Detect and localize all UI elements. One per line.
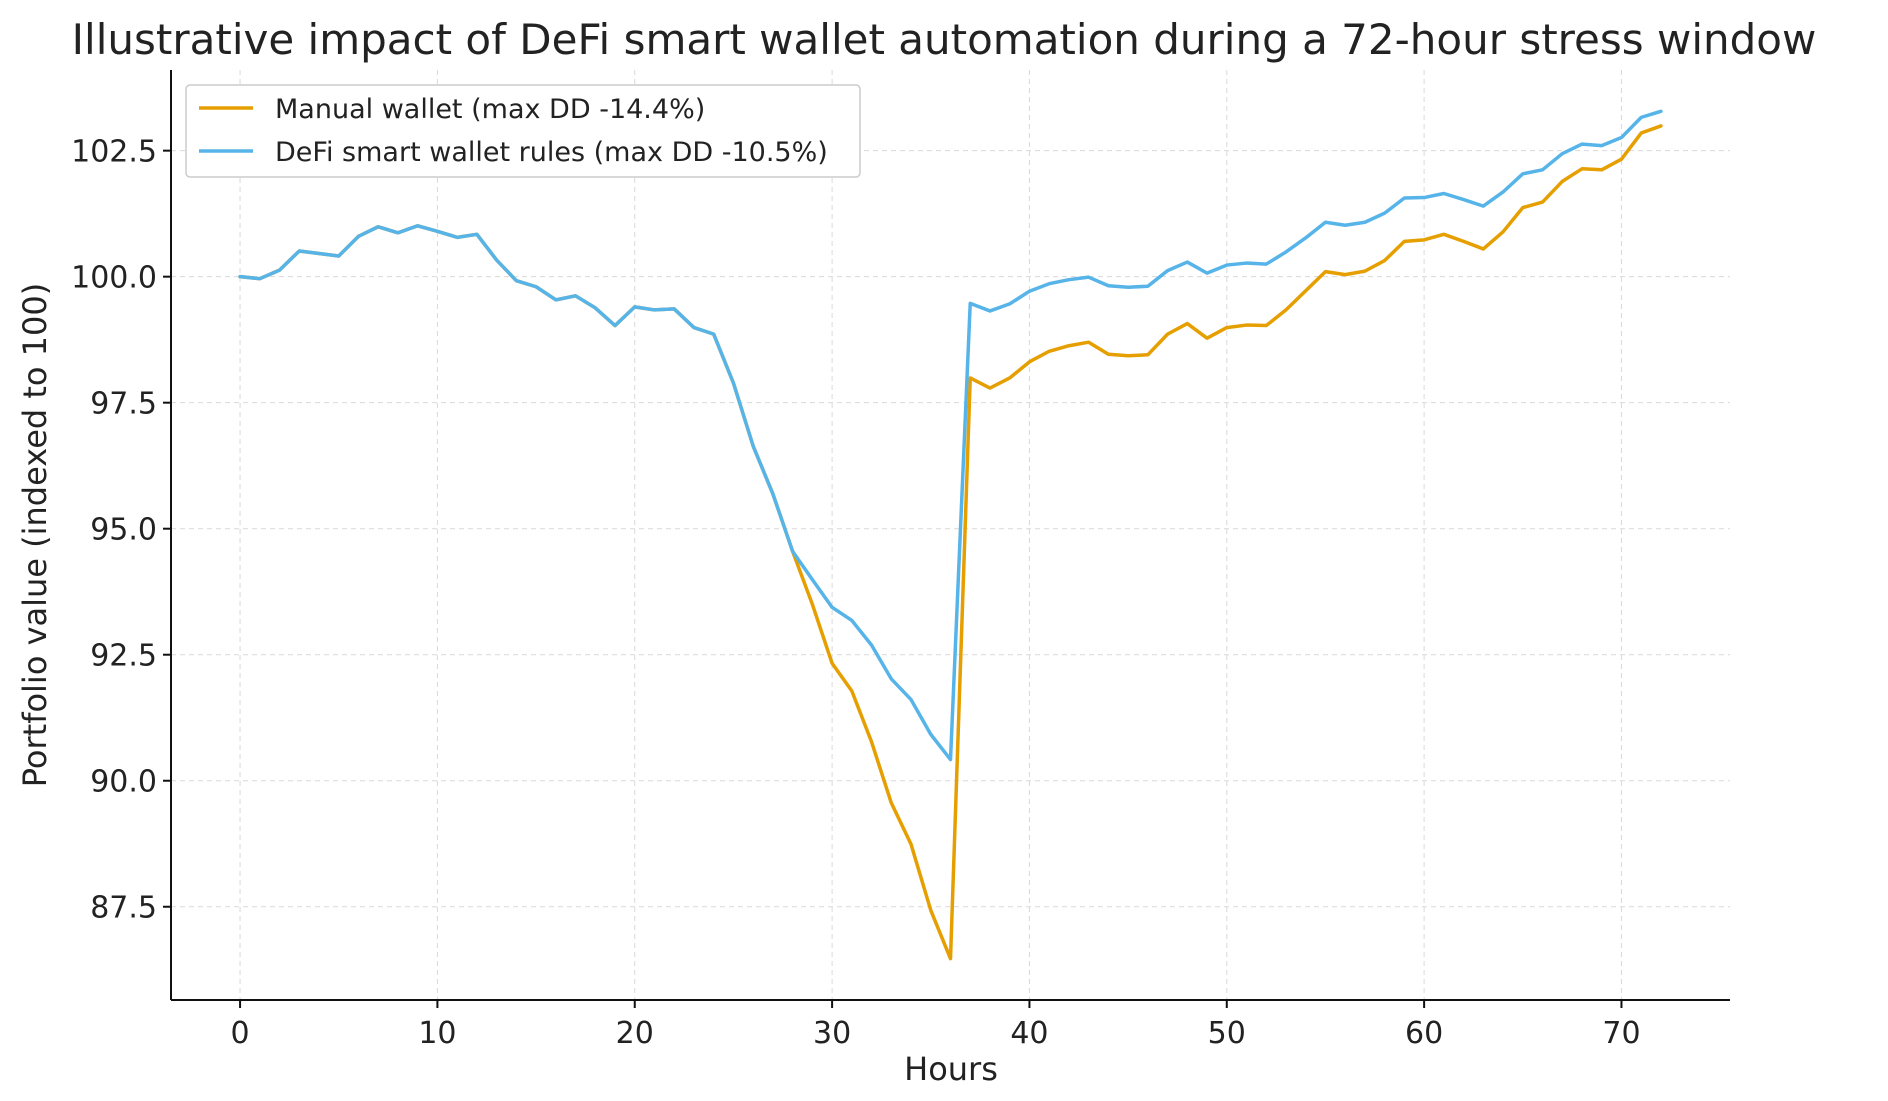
y-tick-label: 102.5 — [71, 135, 157, 170]
defi-smart-wallet-line — [238, 109, 1663, 762]
series-lines — [238, 109, 1663, 961]
y-tick-label: 92.5 — [90, 639, 157, 674]
x-tick-label: 60 — [1405, 1016, 1443, 1051]
x-axis-title: Hours — [904, 1050, 998, 1088]
axis-ticks: 0 10 20 30 40 50 60 70 87.5 90.0 92.5 95.0 97.5 100.0… — [71, 135, 1640, 1051]
x-tick-label: 20 — [616, 1016, 654, 1051]
manual-wallet-line — [238, 124, 1663, 961]
x-tick-label: 0 — [231, 1016, 250, 1051]
legend-label-defi: DeFi smart wallet rules (max DD -10.5%) — [275, 137, 828, 168]
chart-title: Illustrative impact of DeFi smart wallet… — [72, 15, 1817, 64]
x-tick-label: 30 — [813, 1016, 851, 1051]
legend-box — [185, 84, 861, 178]
legend: Manual wallet (max DD -14.4%) DeFi smart… — [185, 84, 861, 178]
grid-lines — [171, 70, 1730, 1000]
y-tick-label: 100.0 — [71, 261, 157, 296]
y-tick-label: 97.5 — [90, 387, 157, 422]
legend-label-manual: Manual wallet (max DD -14.4%) — [275, 94, 705, 125]
x-tick-label: 40 — [1010, 1016, 1048, 1051]
y-tick-label: 90.0 — [90, 765, 157, 800]
y-tick-label: 95.0 — [90, 513, 157, 548]
x-tick-label: 50 — [1208, 1016, 1246, 1051]
x-tick-label: 70 — [1602, 1016, 1640, 1051]
y-axis-title: Portfolio value (indexed to 100) — [16, 283, 54, 787]
axes — [170, 70, 1730, 1001]
x-tick-label: 10 — [418, 1016, 456, 1051]
y-tick-label: 87.5 — [90, 891, 157, 926]
